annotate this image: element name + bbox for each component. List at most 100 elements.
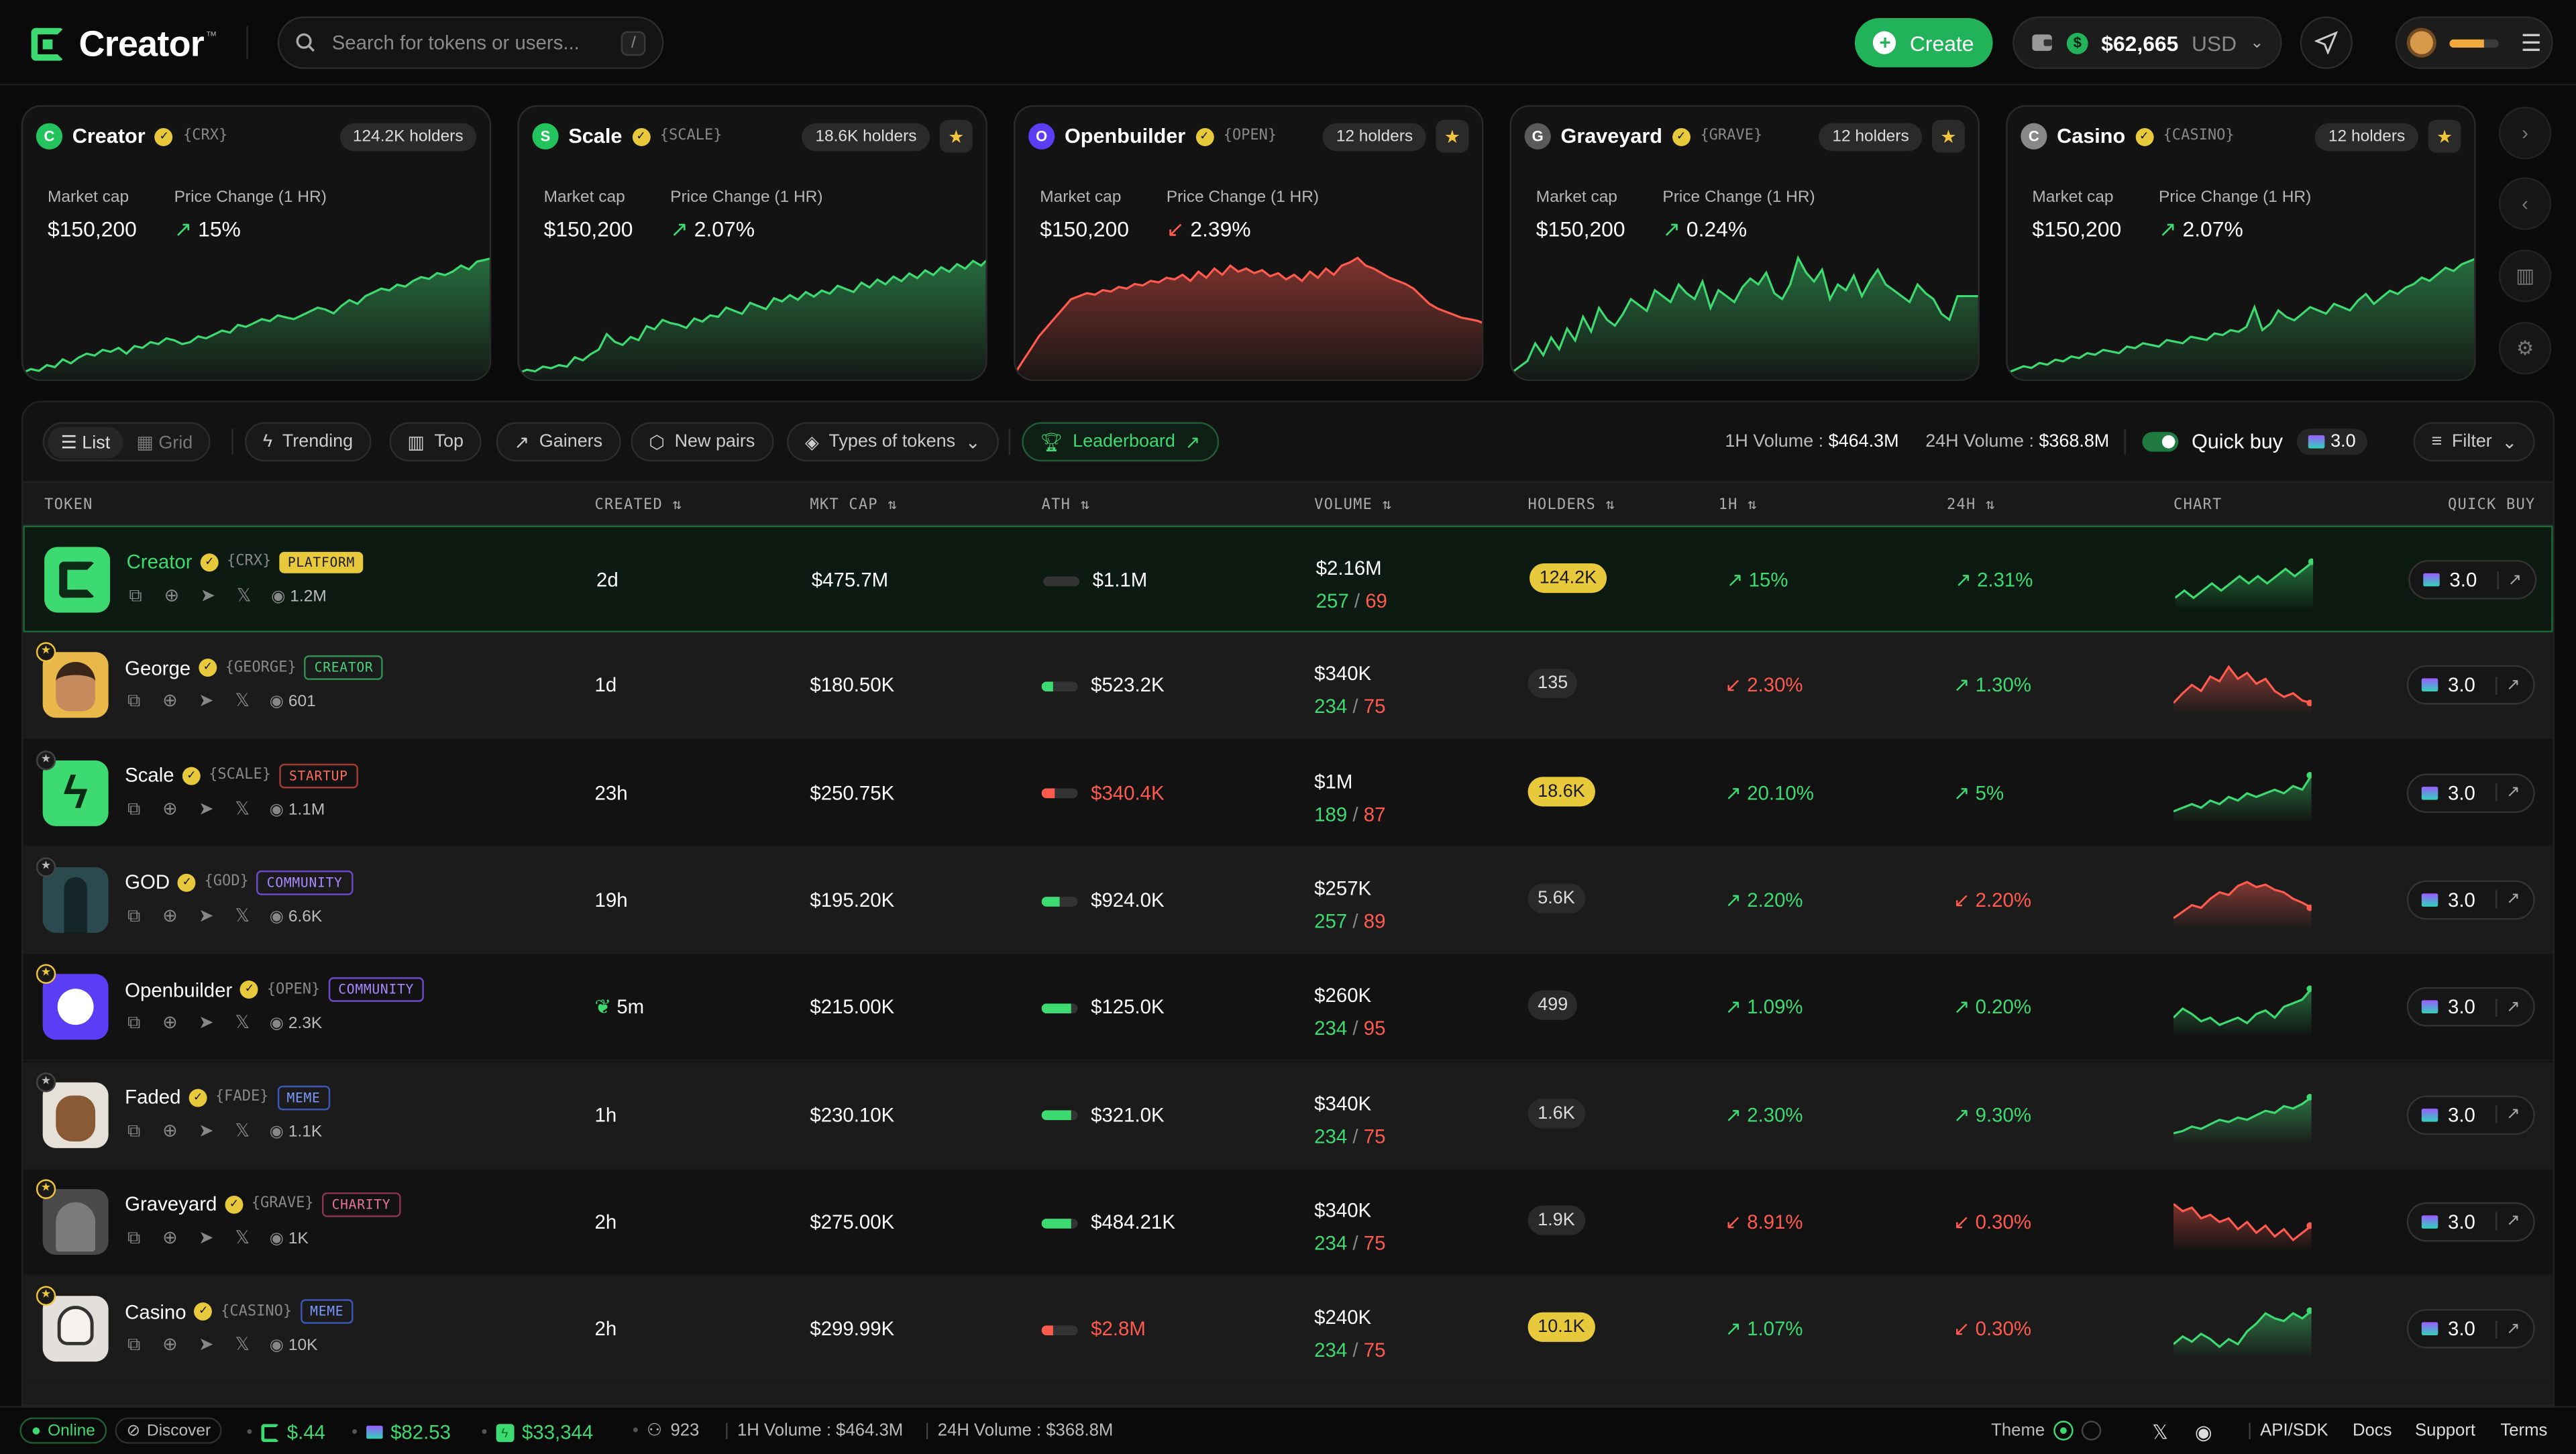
search-bar[interactable]: / (277, 16, 664, 69)
create-button[interactable]: + Create (1854, 17, 1993, 68)
x-social-icon[interactable]: 𝕏 (235, 1121, 250, 1141)
globe-icon[interactable]: ⊕ (162, 691, 178, 712)
col-created[interactable]: CREATED ⇅ (594, 498, 683, 514)
token-name[interactable]: Graveyard (125, 1192, 217, 1216)
quick-buy-button[interactable]: 3.0 ↗ (2406, 1202, 2535, 1241)
col-mkt-cap[interactable]: MKT CAP ⇅ (810, 498, 898, 514)
col-holders[interactable]: HOLDERS ⇅ (1527, 498, 1616, 514)
telegram-icon[interactable]: ➤ (199, 1013, 214, 1033)
star-icon[interactable]: ★ (1436, 119, 1469, 153)
x-social-icon[interactable]: 𝕏 (235, 1228, 250, 1248)
telegram-icon[interactable]: ➤ (199, 691, 214, 712)
token-card[interactable]: C Casino ✓ {CASINO} 12 holders ★ Market cap $15… (2006, 105, 2476, 382)
token-name[interactable]: Openbuilder (125, 978, 233, 1002)
token-name[interactable]: Scale (125, 764, 174, 787)
top-filter[interactable]: ▥ Top (389, 422, 482, 462)
support-link[interactable]: Support (2415, 1420, 2476, 1441)
quick-buy-button[interactable]: 3.0 ↗ (2406, 880, 2535, 920)
token-name[interactable]: George (125, 657, 191, 680)
table-row[interactable]: ★ Graveyard ✓ {GRAVE} CHARITY ⧉ ⊕ ➤ 𝕏 ◉ 1K 2h $275.… (23, 1169, 2553, 1276)
x-social-icon[interactable]: 𝕏 (235, 1013, 250, 1033)
quick-buy-amount[interactable]: 3.0 (2296, 429, 2367, 455)
next-button[interactable]: › (2498, 107, 2552, 160)
discord-icon[interactable]: ◉ (2194, 1420, 2212, 1444)
star-icon[interactable]: ★ (36, 1286, 56, 1306)
table-row[interactable]: ★ George ✓ {GEORGE} CREATOR ⧉ ⊕ ➤ 𝕏 ◉ 601 1d $180.5… (23, 632, 2553, 740)
terms-link[interactable]: Terms (2500, 1420, 2548, 1441)
globe-icon[interactable]: ⊕ (162, 1121, 178, 1141)
x-social-icon[interactable]: 𝕏 (235, 1335, 250, 1355)
copy-icon[interactable]: ⧉ (129, 586, 142, 606)
globe-icon[interactable]: ⊕ (162, 1013, 178, 1033)
telegram-icon[interactable]: ➤ (199, 906, 214, 926)
toggle-switch[interactable] (2142, 432, 2179, 452)
quick-buy-toggle[interactable]: Quick buy 3.0 (2142, 429, 2367, 455)
quick-buy-button[interactable]: 3.0 ↗ (2406, 987, 2535, 1027)
table-row[interactable]: ★ Openbuilder ✓ {OPEN} COMMUNITY ⧉ ⊕ ➤ 𝕏 ◉ 2.3K ❦ … (23, 954, 2553, 1062)
gainers-filter[interactable]: ↗ Gainers (496, 422, 621, 462)
table-row[interactable]: ★ Faded ✓ {FADE} MEME ⧉ ⊕ ➤ 𝕏 ◉ 1.1K 1h $230.10K $32… (23, 1062, 2553, 1169)
table-row[interactable]: Creator ✓ {CRX} PLATFORM ⧉ ⊕ ➤ 𝕏 ◉ 1.2M 2d $475.7M… (23, 525, 2553, 632)
api-sdk-link[interactable]: | API/SDK (2247, 1420, 2328, 1441)
telegram-icon[interactable]: ➤ (199, 1121, 214, 1141)
token-name[interactable]: Faded (125, 1085, 181, 1109)
copy-icon[interactable]: ⧉ (127, 906, 141, 926)
star-icon[interactable]: ★ (2428, 119, 2461, 153)
copy-icon[interactable]: ⧉ (127, 1121, 141, 1141)
x-social-icon[interactable]: 𝕏 (235, 799, 250, 820)
trending-filter[interactable]: ϟ Trending (244, 422, 372, 462)
token-card[interactable]: C Creator ✓ {CRX} 124.2K holders Market cap $1… (21, 105, 492, 382)
x-social-icon[interactable]: 𝕏 (2152, 1420, 2168, 1444)
token-name[interactable]: GOD (125, 871, 170, 895)
col-1h[interactable]: 1H ⇅ (1718, 498, 1758, 514)
quick-buy-button[interactable]: 3.0 ↗ (2406, 665, 2535, 706)
types-dropdown[interactable]: ◈ Types of tokens ⌄ (787, 422, 999, 462)
col-24h[interactable]: 24H ⇅ (1947, 498, 1996, 514)
copy-icon[interactable]: ⧉ (127, 1228, 141, 1248)
globe-icon[interactable]: ⊕ (164, 586, 180, 606)
telegram-icon[interactable]: ➤ (199, 799, 214, 820)
x-social-icon[interactable]: 𝕏 (235, 906, 250, 926)
discover-button[interactable]: ⊘ Discover (115, 1417, 223, 1444)
list-view-button[interactable]: ☰ List (48, 426, 123, 458)
globe-icon[interactable]: ⊕ (162, 1335, 178, 1355)
leaderboard-button[interactable]: 🏆︎ Leaderboard ↗ (1022, 422, 1219, 462)
table-row[interactable]: ★ GOD ✓ {GOD} COMMUNITY ⧉ ⊕ ➤ 𝕏 ◉ 6.6K 19h $195.20K… (23, 847, 2553, 954)
profile-menu[interactable]: ☰ (2395, 16, 2553, 69)
copy-icon[interactable]: ⧉ (127, 691, 141, 712)
table-row[interactable] (23, 1383, 2553, 1404)
quick-buy-button[interactable]: 3.0 ↗ (2406, 1095, 2535, 1135)
token-card[interactable]: O Openbuilder ✓ {OPEN} 12 holders ★ Market cap… (1014, 105, 1484, 382)
x-social-icon[interactable]: 𝕏 (235, 691, 250, 712)
telegram-icon[interactable]: ➤ (199, 1228, 214, 1248)
star-icon[interactable]: ★ (36, 1178, 56, 1199)
theme-switch[interactable]: Theme (1991, 1420, 2101, 1441)
settings-button[interactable]: ⚙ (2498, 322, 2552, 375)
star-icon[interactable]: ★ (36, 1071, 56, 1092)
logo[interactable]: Creator ™ (31, 23, 217, 66)
wallet-button[interactable]: $ $62,665 USD ⌄ (2012, 16, 2282, 69)
star-icon[interactable]: ★ (1932, 119, 1965, 153)
copy-icon[interactable]: ⧉ (127, 799, 141, 820)
search-input[interactable] (331, 31, 605, 54)
docs-link[interactable]: Docs (2352, 1420, 2392, 1441)
grid-view-button[interactable]: ▦ Grid (136, 433, 193, 453)
quick-buy-button[interactable]: 3.0 ↗ (2408, 560, 2537, 600)
token-card[interactable]: G Graveyard ✓ {GRAVE} 12 holders ★ Market cap $… (1509, 105, 1980, 382)
x-social-icon[interactable]: 𝕏 (236, 586, 252, 606)
token-name[interactable]: Creator (126, 550, 193, 573)
star-icon[interactable]: ★ (36, 964, 56, 985)
telegram-icon[interactable]: ➤ (200, 586, 216, 606)
copy-icon[interactable]: ⧉ (127, 1013, 141, 1033)
table-row[interactable]: ★ ϟ Scale ✓ {SCALE} STARTUP ⧉ ⊕ ➤ 𝕏 ◉ 1.1M 23h $250.… (23, 740, 2553, 847)
globe-icon[interactable]: ⊕ (162, 906, 178, 926)
token-name[interactable]: Casino (125, 1300, 186, 1323)
col-ath[interactable]: ATH ⇅ (1041, 498, 1091, 514)
layout-button[interactable]: ▥ (2498, 249, 2552, 302)
star-icon[interactable]: ★ (36, 857, 56, 877)
star-icon[interactable]: ★ (939, 119, 973, 153)
quick-buy-button[interactable]: 3.0 ↗ (2406, 773, 2535, 813)
star-icon[interactable]: ★ (36, 642, 56, 663)
new-pairs-filter[interactable]: ⬡ New pairs (631, 422, 773, 462)
quick-buy-button[interactable]: 3.0 ↗ (2406, 1309, 2535, 1349)
